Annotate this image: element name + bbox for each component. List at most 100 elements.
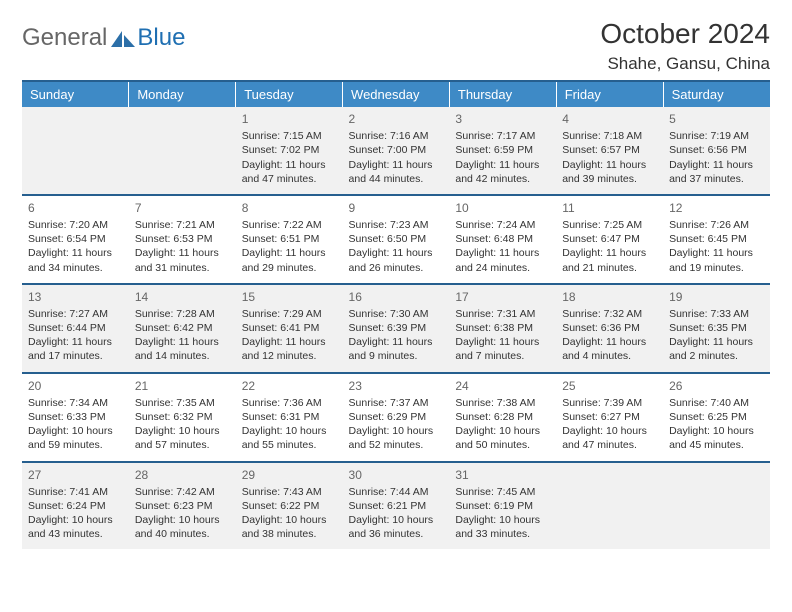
calendar-cell: 11Sunrise: 7:25 AMSunset: 6:47 PMDayligh… xyxy=(556,195,663,284)
sunset-text: Sunset: 6:39 PM xyxy=(349,321,444,335)
sunset-text: Sunset: 6:45 PM xyxy=(669,232,764,246)
day-number: 14 xyxy=(135,289,230,305)
sunset-text: Sunset: 6:27 PM xyxy=(562,410,657,424)
day-number: 5 xyxy=(669,111,764,127)
daylight-text: and 17 minutes. xyxy=(28,349,123,363)
sunrise-text: Sunrise: 7:37 AM xyxy=(349,396,444,410)
sunrise-text: Sunrise: 7:39 AM xyxy=(562,396,657,410)
daylight-text: and 55 minutes. xyxy=(242,438,337,452)
daylight-text: and 21 minutes. xyxy=(562,261,657,275)
daylight-text: and 9 minutes. xyxy=(349,349,444,363)
calendar-cell: 23Sunrise: 7:37 AMSunset: 6:29 PMDayligh… xyxy=(343,373,450,462)
daylight-text: and 33 minutes. xyxy=(455,527,550,541)
sunrise-text: Sunrise: 7:22 AM xyxy=(242,218,337,232)
daylight-text: Daylight: 11 hours xyxy=(349,335,444,349)
daylight-text: Daylight: 10 hours xyxy=(242,424,337,438)
sunrise-text: Sunrise: 7:23 AM xyxy=(349,218,444,232)
day-number: 4 xyxy=(562,111,657,127)
daylight-text: Daylight: 11 hours xyxy=(28,246,123,260)
daylight-text: Daylight: 11 hours xyxy=(455,335,550,349)
day-number: 22 xyxy=(242,378,337,394)
calendar-cell: 3Sunrise: 7:17 AMSunset: 6:59 PMDaylight… xyxy=(449,107,556,195)
daylight-text: Daylight: 10 hours xyxy=(135,513,230,527)
sunrise-text: Sunrise: 7:34 AM xyxy=(28,396,123,410)
sunset-text: Sunset: 6:56 PM xyxy=(669,143,764,157)
day-number: 10 xyxy=(455,200,550,216)
daylight-text: and 39 minutes. xyxy=(562,172,657,186)
calendar-cell: 18Sunrise: 7:32 AMSunset: 6:36 PMDayligh… xyxy=(556,284,663,373)
daylight-text: Daylight: 11 hours xyxy=(242,158,337,172)
calendar-cell: 25Sunrise: 7:39 AMSunset: 6:27 PMDayligh… xyxy=(556,373,663,462)
day-number: 28 xyxy=(135,467,230,483)
daylight-text: and 34 minutes. xyxy=(28,261,123,275)
calendar-row: 6Sunrise: 7:20 AMSunset: 6:54 PMDaylight… xyxy=(22,195,770,284)
calendar-cell: 17Sunrise: 7:31 AMSunset: 6:38 PMDayligh… xyxy=(449,284,556,373)
daylight-text: and 42 minutes. xyxy=(455,172,550,186)
calendar-cell: 12Sunrise: 7:26 AMSunset: 6:45 PMDayligh… xyxy=(663,195,770,284)
sunset-text: Sunset: 6:32 PM xyxy=(135,410,230,424)
sunrise-text: Sunrise: 7:15 AM xyxy=(242,129,337,143)
calendar-cell xyxy=(663,462,770,550)
day-number: 19 xyxy=(669,289,764,305)
daylight-text: and 47 minutes. xyxy=(562,438,657,452)
daylight-text: Daylight: 11 hours xyxy=(28,335,123,349)
daylight-text: and 37 minutes. xyxy=(669,172,764,186)
sunset-text: Sunset: 6:28 PM xyxy=(455,410,550,424)
header: General Blue October 2024 Shahe, Gansu, … xyxy=(22,18,770,74)
day-header: Friday xyxy=(556,82,663,107)
calendar-cell xyxy=(556,462,663,550)
sunset-text: Sunset: 6:19 PM xyxy=(455,499,550,513)
daylight-text: and 52 minutes. xyxy=(349,438,444,452)
daylight-text: Daylight: 10 hours xyxy=(28,424,123,438)
daylight-text: Daylight: 11 hours xyxy=(455,158,550,172)
calendar-cell: 9Sunrise: 7:23 AMSunset: 6:50 PMDaylight… xyxy=(343,195,450,284)
sunset-text: Sunset: 6:25 PM xyxy=(669,410,764,424)
sunrise-text: Sunrise: 7:20 AM xyxy=(28,218,123,232)
day-header: Sunday xyxy=(22,82,129,107)
day-header: Saturday xyxy=(663,82,770,107)
sunrise-text: Sunrise: 7:29 AM xyxy=(242,307,337,321)
sunrise-text: Sunrise: 7:27 AM xyxy=(28,307,123,321)
sunrise-text: Sunrise: 7:24 AM xyxy=(455,218,550,232)
sunrise-text: Sunrise: 7:21 AM xyxy=(135,218,230,232)
calendar-cell: 22Sunrise: 7:36 AMSunset: 6:31 PMDayligh… xyxy=(236,373,343,462)
calendar-cell: 6Sunrise: 7:20 AMSunset: 6:54 PMDaylight… xyxy=(22,195,129,284)
daylight-text: and 44 minutes. xyxy=(349,172,444,186)
sunrise-text: Sunrise: 7:33 AM xyxy=(669,307,764,321)
sunrise-text: Sunrise: 7:19 AM xyxy=(669,129,764,143)
sunset-text: Sunset: 6:50 PM xyxy=(349,232,444,246)
sunset-text: Sunset: 6:36 PM xyxy=(562,321,657,335)
daylight-text: Daylight: 10 hours xyxy=(349,424,444,438)
day-number: 15 xyxy=(242,289,337,305)
sunrise-text: Sunrise: 7:38 AM xyxy=(455,396,550,410)
daylight-text: Daylight: 10 hours xyxy=(349,513,444,527)
day-number: 20 xyxy=(28,378,123,394)
day-header: Wednesday xyxy=(343,82,450,107)
sunset-text: Sunset: 6:29 PM xyxy=(349,410,444,424)
daylight-text: Daylight: 10 hours xyxy=(562,424,657,438)
calendar-cell: 29Sunrise: 7:43 AMSunset: 6:22 PMDayligh… xyxy=(236,462,343,550)
sunset-text: Sunset: 6:31 PM xyxy=(242,410,337,424)
day-number: 18 xyxy=(562,289,657,305)
daylight-text: and 43 minutes. xyxy=(28,527,123,541)
daylight-text: and 7 minutes. xyxy=(455,349,550,363)
sunrise-text: Sunrise: 7:31 AM xyxy=(455,307,550,321)
calendar-cell: 21Sunrise: 7:35 AMSunset: 6:32 PMDayligh… xyxy=(129,373,236,462)
daylight-text: and 57 minutes. xyxy=(135,438,230,452)
sunset-text: Sunset: 6:42 PM xyxy=(135,321,230,335)
daylight-text: and 29 minutes. xyxy=(242,261,337,275)
daylight-text: Daylight: 11 hours xyxy=(135,246,230,260)
sunset-text: Sunset: 6:47 PM xyxy=(562,232,657,246)
sunset-text: Sunset: 6:57 PM xyxy=(562,143,657,157)
day-header: Thursday xyxy=(449,82,556,107)
day-number: 1 xyxy=(242,111,337,127)
daylight-text: Daylight: 10 hours xyxy=(135,424,230,438)
daylight-text: Daylight: 11 hours xyxy=(562,335,657,349)
sunset-text: Sunset: 6:48 PM xyxy=(455,232,550,246)
sunset-text: Sunset: 6:23 PM xyxy=(135,499,230,513)
calendar-body: 1Sunrise: 7:15 AMSunset: 7:02 PMDaylight… xyxy=(22,107,770,549)
sunrise-text: Sunrise: 7:42 AM xyxy=(135,485,230,499)
daylight-text: Daylight: 10 hours xyxy=(28,513,123,527)
day-number: 27 xyxy=(28,467,123,483)
daylight-text: Daylight: 11 hours xyxy=(349,246,444,260)
